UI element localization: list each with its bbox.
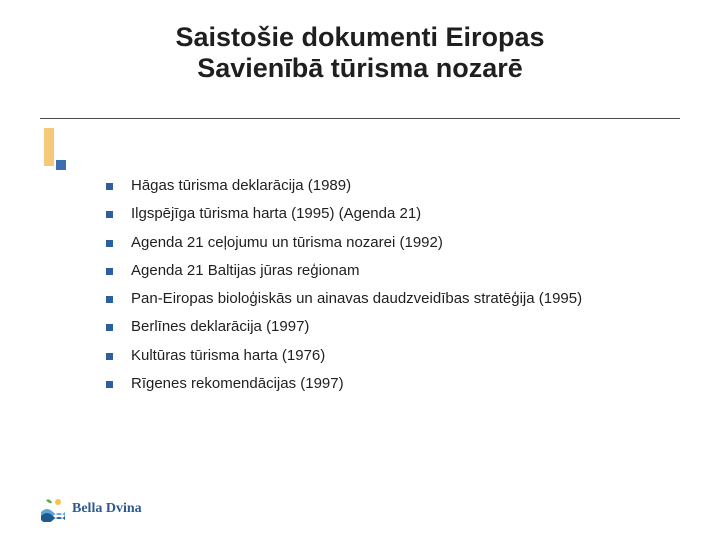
bullet-icon <box>106 240 113 247</box>
accent-bar <box>44 128 54 166</box>
list-item: Ilgspējīga tūrisma harta (1995) (Agenda … <box>106 204 696 224</box>
title-line-2: Savienībā tūrisma nozarē <box>0 53 720 84</box>
bullet-icon <box>106 296 113 303</box>
list-item-text: Hāgas tūrisma deklarācija (1989) <box>131 176 351 196</box>
bullet-icon <box>106 381 113 388</box>
list-item-text: Pan-Eiropas bioloģiskās un ainavas daudz… <box>131 289 582 309</box>
list-item-text: Ilgspējīga tūrisma harta (1995) (Agenda … <box>131 204 421 224</box>
bullet-icon <box>106 183 113 190</box>
list-item-text: Kultūras tūrisma harta (1976) <box>131 346 325 366</box>
bullet-icon <box>106 268 113 275</box>
list-item: Hāgas tūrisma deklarācija (1989) <box>106 176 696 196</box>
bullet-icon <box>106 324 113 331</box>
footer-logo: Bella Dvina <box>40 496 142 522</box>
list-item: Berlīnes deklarācija (1997) <box>106 317 696 337</box>
slide: Saistošie dokumenti Eiropas Savienībā tū… <box>0 0 720 540</box>
list-item: Pan-Eiropas bioloģiskās un ainavas daudz… <box>106 289 696 309</box>
accent-square <box>56 160 66 170</box>
bullet-icon <box>106 353 113 360</box>
list-item: Rīgenes rekomendācijas (1997) <box>106 374 696 394</box>
list-item-text: Rīgenes rekomendācijas (1997) <box>131 374 344 394</box>
list-item: Agenda 21 Baltijas jūras reģionam <box>106 261 696 281</box>
title-underline <box>40 118 680 119</box>
list-item-text: Agenda 21 Baltijas jūras reģionam <box>131 261 359 281</box>
logo-icon <box>40 496 66 522</box>
slide-title: Saistošie dokumenti Eiropas Savienībā tū… <box>0 22 720 84</box>
logo-text: Bella Dvina <box>72 501 142 517</box>
bullet-icon <box>106 211 113 218</box>
title-line-1: Saistošie dokumenti Eiropas <box>0 22 720 53</box>
list-item: Agenda 21 ceļojumu un tūrisma nozarei (1… <box>106 233 696 253</box>
bullet-list: Hāgas tūrisma deklarācija (1989) Ilgspēj… <box>106 176 696 402</box>
list-item: Kultūras tūrisma harta (1976) <box>106 346 696 366</box>
list-item-text: Berlīnes deklarācija (1997) <box>131 317 309 337</box>
list-item-text: Agenda 21 ceļojumu un tūrisma nozarei (1… <box>131 233 443 253</box>
